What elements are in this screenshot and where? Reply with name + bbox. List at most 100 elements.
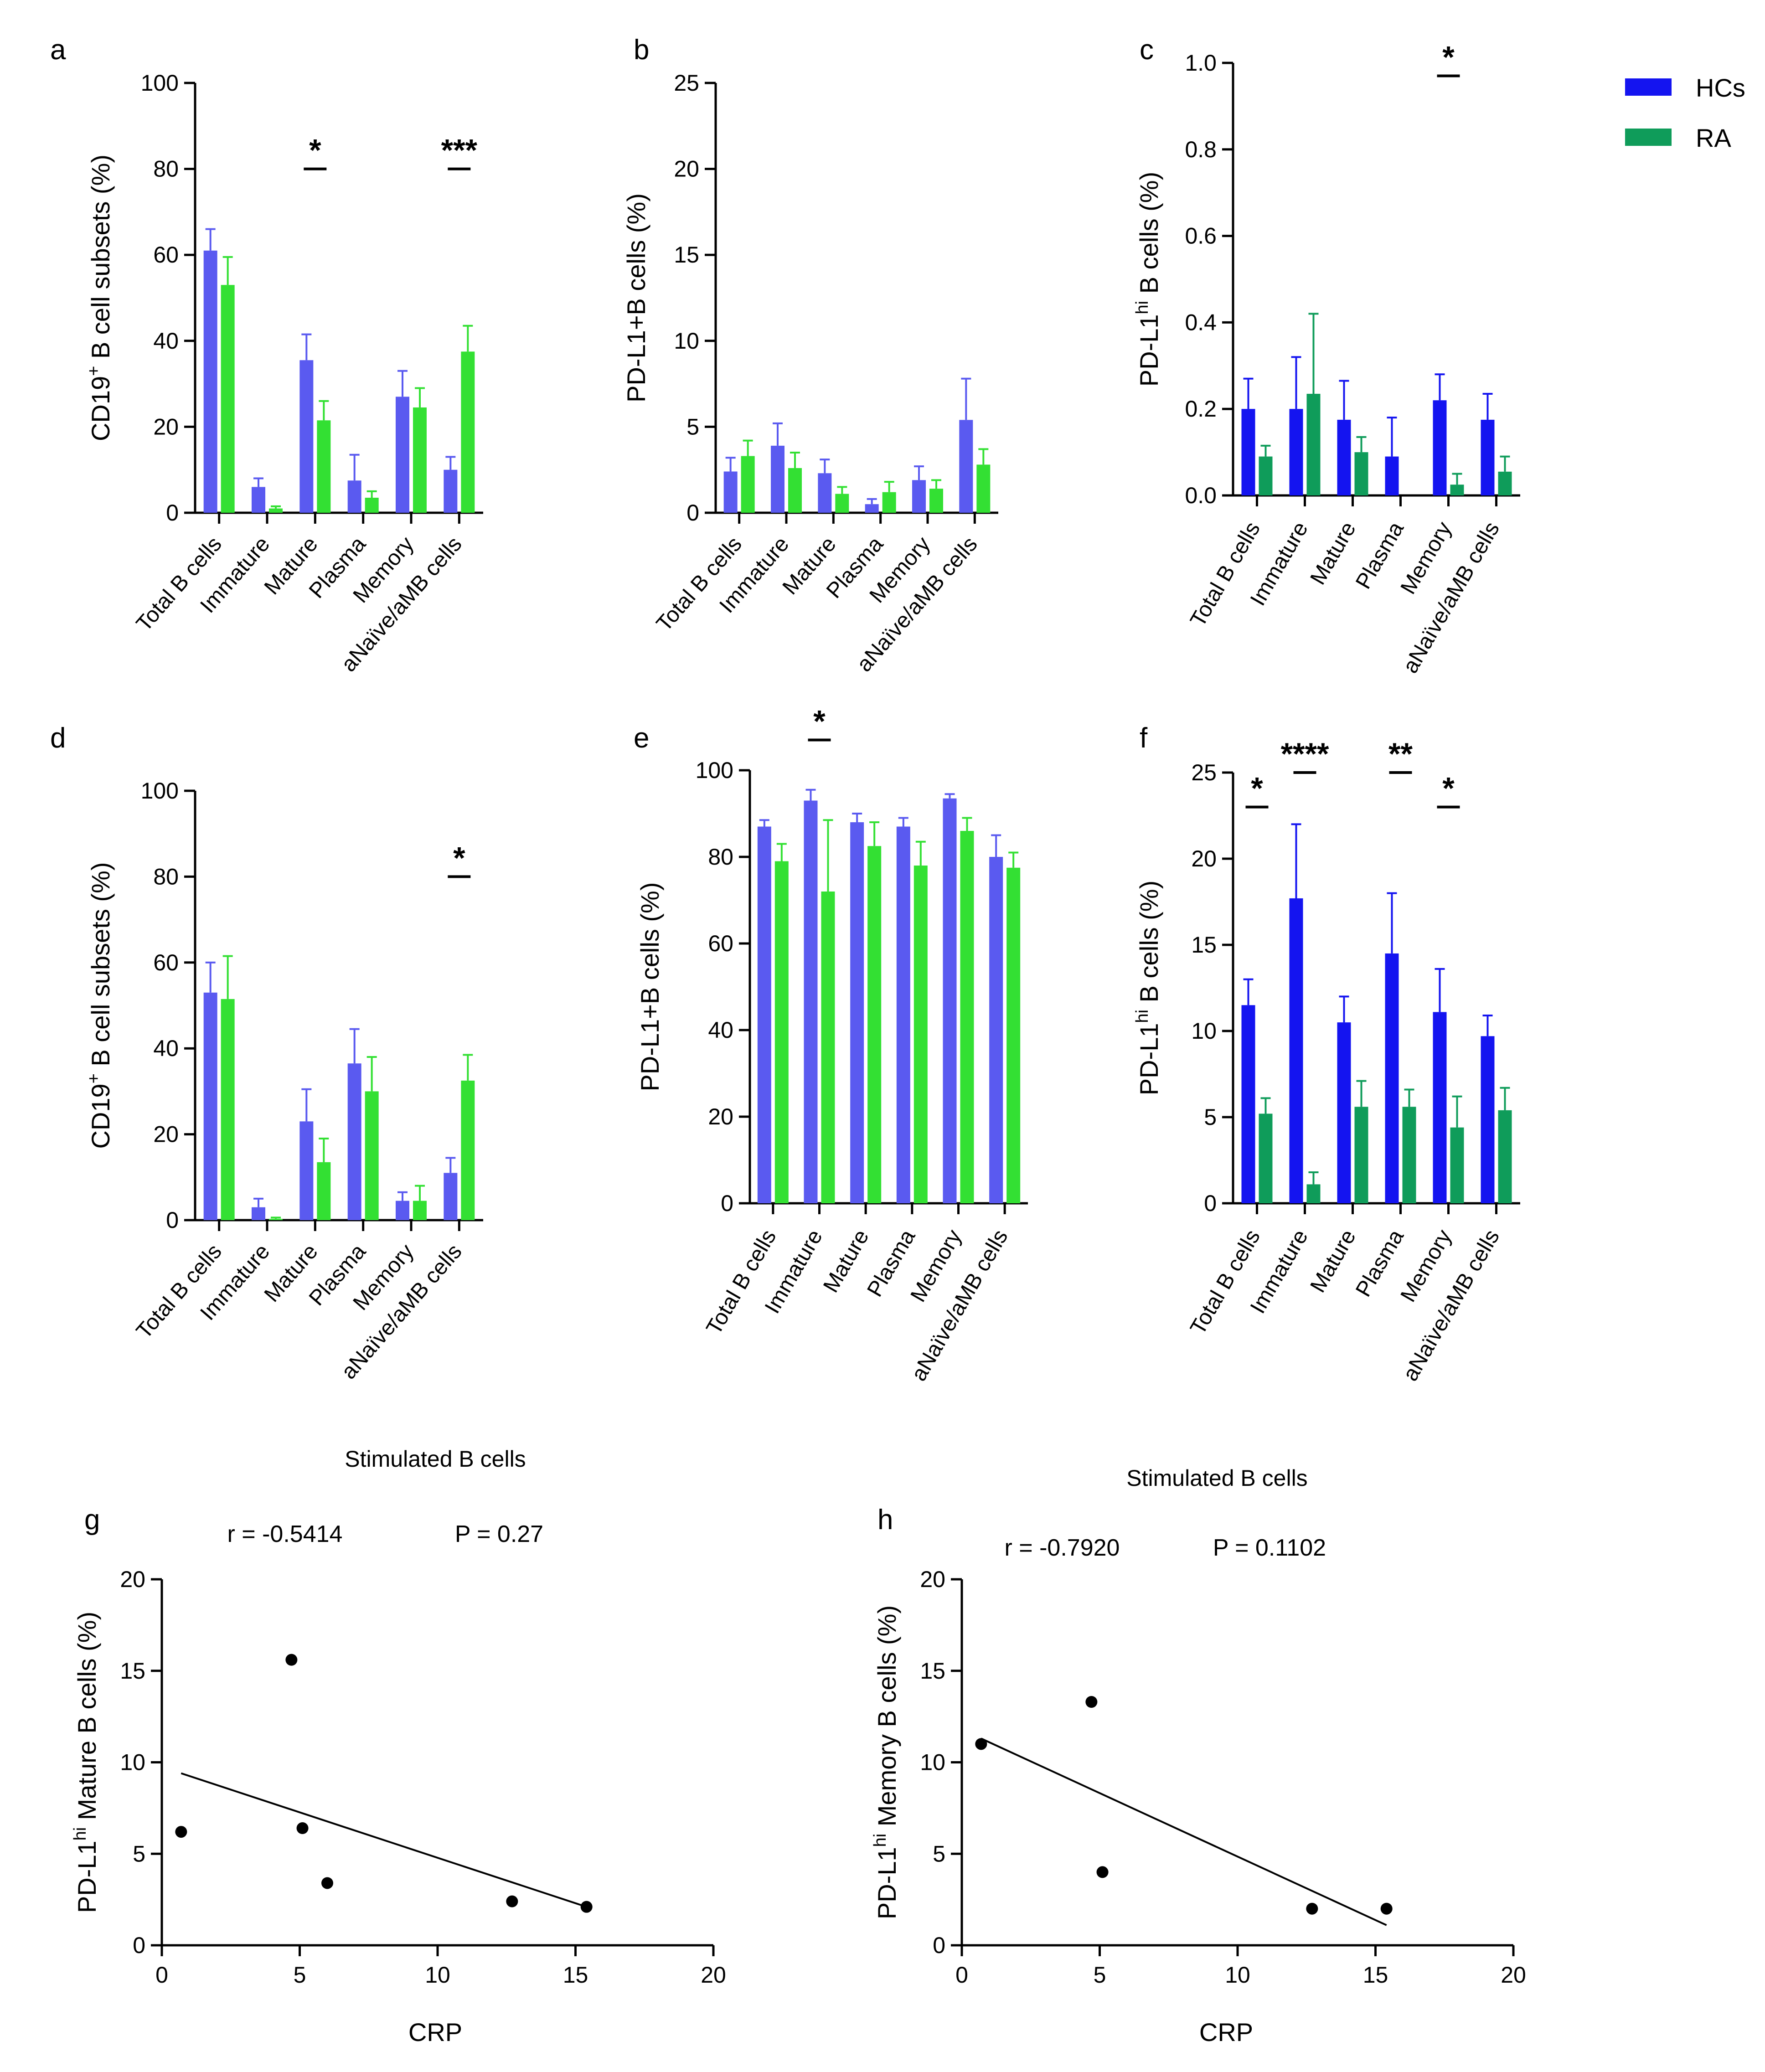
bar-ra [1450,484,1464,495]
bar-hcs [396,397,409,513]
category-label: Total B cells [1186,1226,1265,1339]
significance-stars: * [813,704,826,739]
x-tick-label: 10 [1225,1962,1250,1988]
panel-g: g 0 5 10 15 20 PD-L1hi Mature B cells (%) 0 5 10 1… [71,1446,726,2046]
bar-ra [913,866,928,1203]
y-tick-label: 10 [1191,1018,1217,1044]
x-tick-label: 10 [425,1962,450,1988]
bar-hcs [1289,409,1303,495]
y-axis-title-main: PD-L1 [872,1847,901,1919]
bar-hcs [959,420,973,513]
bar-hcs [1433,400,1447,495]
bar-hcs [299,1121,314,1220]
bar-ra [269,508,283,513]
panel-letter-b: b [634,34,649,66]
y-axis-title-sup: + [84,1073,103,1083]
y-axis-title: PD-L1hi B cells (%) [1133,172,1163,387]
correlation-p: P = 0.1102 [1213,1535,1326,1561]
bar-hcs [818,473,832,513]
bar-hcs [943,798,957,1203]
y-tick-label: 0.6 [1185,223,1217,249]
data-point [321,1877,333,1889]
y-tick-label: 20 [920,1567,945,1592]
bar-ra [1498,471,1512,495]
y-tick-label: 0 [721,1191,733,1216]
category-label: aNaïve/aMB cells [907,1226,1013,1385]
y-axis-title: PD-L1hi B cells (%) [1133,881,1163,1095]
y-tick-label: 15 [920,1658,945,1684]
y-axis-title-main: PD-L1 [1135,1023,1163,1096]
y-axis-title-rest: B cell subsets (%) [86,155,115,366]
bar-hcs [989,857,1003,1203]
bar-ra [788,468,802,513]
bar-ra [269,1219,283,1220]
bar-hcs [1385,456,1399,495]
data-point [1085,1696,1098,1708]
bar-ra [221,999,235,1220]
y-axis-title-sup: hi [71,1827,90,1841]
bar-ra [221,285,235,513]
data-point [285,1654,298,1666]
x-tick-label: 20 [701,1962,726,1988]
figure-legend: HCs RA [1625,73,1745,152]
y-axis-title-rest: Mature B cells (%) [72,1612,101,1827]
bar-ra [821,892,835,1203]
y-tick-label: 20 [153,414,179,439]
bar-hcs [1337,1022,1351,1203]
category-label: aNaïve/aMB cells [1398,518,1504,677]
y-tick-label: 0 [686,500,699,526]
bar-ra [1259,1113,1273,1203]
panel-letter-d: d [50,722,66,754]
y-tick-label: 5 [1204,1104,1217,1130]
x-tick-label: 20 [1501,1962,1526,1988]
y-tick-label: 25 [674,70,699,96]
y-axis-title-rest: B cells (%) [1135,881,1163,1010]
bar-hcs [1289,898,1303,1203]
bar-hcs [444,469,458,513]
y-axis-title-sup: + [84,366,103,376]
data-point [1096,1866,1109,1878]
bar-ra [365,1091,379,1220]
bar-hcs [912,480,926,513]
category-label: Total B cells [702,1226,781,1339]
panel-letter-f: f [1140,722,1148,754]
y-tick-label: 20 [674,156,699,182]
legend-label-ra: RA [1696,124,1731,152]
bar-ra [741,456,755,513]
y-tick-label: 20 [153,1122,179,1147]
y-axis-title: PD-L1hi Mature B cells (%) [71,1612,101,1913]
panel-letter-c: c [1140,34,1154,66]
x-tick-label: 5 [294,1962,306,1988]
y-tick-label: 100 [696,758,733,783]
y-axis-title: PD-L1+B cells (%) [635,882,664,1091]
y-tick-label: 60 [708,931,733,956]
y-tick-label: 5 [933,1841,945,1866]
bar-hcs [252,1207,265,1220]
significance-stars: *** [441,133,478,168]
bar-hcs [396,1201,409,1220]
legend-label-hcs: HCs [1696,73,1745,102]
bar-ra [1006,867,1021,1203]
y-tick-label: 60 [153,242,179,268]
y-tick-label: 20 [708,1104,733,1129]
correlation-p: P = 0.27 [455,1521,543,1547]
bar-hcs [771,445,784,513]
panel-letter-a: a [50,34,66,66]
bar-ra [774,861,789,1203]
bar-ra [1306,393,1321,495]
bar-hcs [804,800,818,1203]
bar-ra [867,846,882,1203]
bar-ra [317,1162,331,1220]
y-tick-label: 15 [120,1658,145,1684]
data-point [506,1895,518,1907]
bar-hcs [1481,1036,1495,1203]
bar-ra [461,1080,475,1220]
data-point [975,1738,987,1750]
category-label: Total B cells [1186,518,1265,631]
bar-hcs [1241,409,1255,495]
panel-letter-g: g [84,1504,100,1536]
